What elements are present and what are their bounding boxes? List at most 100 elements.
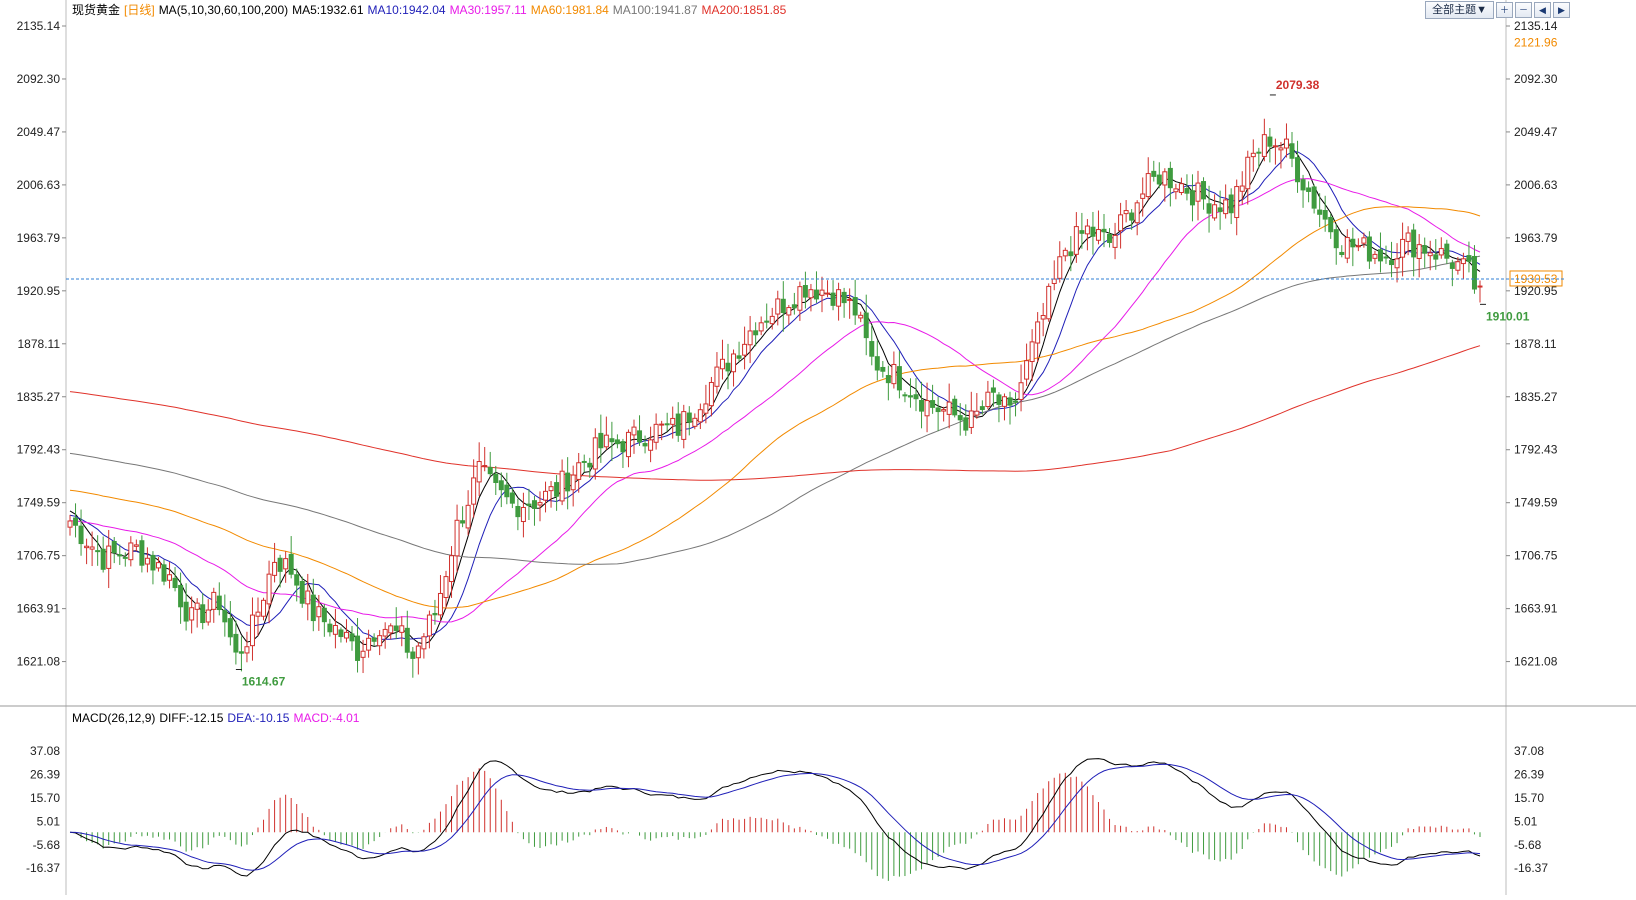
candle-body: [1427, 252, 1433, 257]
macd-tick-label-left: -5.68: [33, 838, 61, 852]
ma-line-ma10: [69, 151, 1481, 640]
next-icon[interactable]: ▶: [1553, 2, 1570, 18]
candle-body: [581, 460, 587, 463]
candle-body: [952, 398, 958, 416]
candle-body: [238, 651, 244, 654]
candle-body: [946, 401, 952, 415]
macd-layer: [69, 758, 1481, 881]
ma-legend-item: MA10:1942.04: [368, 3, 446, 17]
candle-body: [996, 394, 1002, 405]
candle-body: [272, 561, 278, 576]
candle-body: [139, 540, 145, 566]
macd-tick-label-right: 37.08: [1514, 744, 1544, 758]
price-tick-label-left: 1878.11: [18, 337, 61, 351]
candle-body: [437, 592, 443, 616]
candle-body: [1046, 285, 1052, 320]
candle-body: [1189, 190, 1195, 206]
candle-body: [454, 519, 460, 557]
candle-body: [360, 650, 366, 658]
candle-body: [719, 358, 725, 370]
candle-body: [283, 558, 289, 570]
candle-body: [531, 500, 537, 509]
candle-body: [1123, 210, 1129, 215]
candle-body: [1477, 285, 1483, 288]
candle-body: [1471, 255, 1477, 290]
candle-body: [974, 410, 980, 416]
candle-body: [1212, 204, 1218, 219]
candle-body: [896, 366, 902, 391]
candle-body: [183, 601, 189, 622]
candle-body: [338, 629, 344, 638]
candle-body: [1140, 193, 1146, 199]
price-tick-label-right: 1920.95: [1514, 284, 1558, 298]
candle-body: [620, 441, 626, 453]
candle-body: [1366, 236, 1372, 262]
low-price-label: 1614.67: [242, 674, 286, 688]
candle-body: [802, 285, 808, 298]
macd-params: MACD(26,12,9): [72, 711, 155, 725]
candle-body: [100, 548, 106, 570]
macd-diff-line: [69, 758, 1481, 877]
candle-body: [493, 473, 499, 483]
candle-body: [786, 307, 792, 316]
macd-tick-label-left: 26.39: [30, 767, 60, 781]
current-price-label: 1930.53: [1514, 272, 1558, 286]
candle-body: [1289, 143, 1295, 159]
candle-body: [133, 544, 139, 547]
macd-tick-label-right: 15.70: [1514, 791, 1544, 805]
candle-body: [747, 330, 753, 346]
candle-body: [725, 362, 731, 372]
candle-body: [836, 289, 842, 307]
candle-body: [67, 520, 73, 528]
macd-tick-label-right: 26.39: [1514, 767, 1544, 781]
candle-body: [1239, 185, 1245, 192]
period-label: [日线]: [124, 3, 155, 17]
main-legend: 现货黄金 [日线] MA(5,10,30,60,100,200) MA5:1932.6…: [72, 2, 787, 17]
ma-layer: [69, 142, 1481, 647]
price-tick-label-right: 2049.47: [1514, 125, 1558, 139]
candle-body: [603, 434, 609, 448]
candle-body: [769, 315, 775, 325]
candle-body: [670, 417, 676, 425]
candle-body: [1195, 182, 1201, 202]
candle-body: [504, 484, 510, 498]
candle-body: [377, 635, 383, 647]
candle-body: [891, 363, 897, 385]
candle-body: [708, 381, 714, 407]
candle-body: [515, 505, 521, 518]
candle-body: [1449, 262, 1455, 269]
candle-body: [847, 298, 853, 301]
candle-body: [343, 631, 349, 639]
candle-body: [382, 628, 388, 637]
zoom-out-icon[interactable]: －: [1515, 2, 1532, 18]
price-tick-label-left: 1792.43: [17, 443, 61, 457]
candle-body: [310, 594, 316, 622]
candle-body: [697, 409, 703, 423]
candle-body: [144, 557, 150, 565]
candle-body: [1400, 238, 1406, 258]
candle-body: [1295, 157, 1301, 183]
price-tick-label-right: 2135.14: [1514, 19, 1558, 33]
candle-body: [1040, 315, 1046, 320]
price-tick-label-right: 1749.59: [1514, 496, 1558, 510]
candle-body: [609, 438, 615, 443]
candle-body: [1306, 187, 1312, 192]
candle-body: [703, 403, 709, 414]
ma-legend-item: MA30:1957.11: [450, 3, 527, 17]
candle-body: [421, 636, 427, 650]
candle-body: [736, 355, 742, 359]
zoom-in-icon[interactable]: ＋: [1496, 2, 1513, 18]
candle-body: [576, 462, 582, 480]
candle-body: [316, 606, 322, 618]
prev-icon[interactable]: ◀: [1534, 2, 1551, 18]
candle-body: [509, 492, 515, 504]
theme-selector-button[interactable]: 全部主题▼: [1425, 1, 1494, 19]
candle-body: [471, 477, 477, 505]
candle-body: [1162, 171, 1168, 186]
candle-body: [1206, 203, 1212, 214]
candle-body: [919, 399, 925, 412]
candle-body: [819, 289, 825, 296]
candle-body: [686, 412, 692, 423]
candle-body: [537, 502, 543, 506]
